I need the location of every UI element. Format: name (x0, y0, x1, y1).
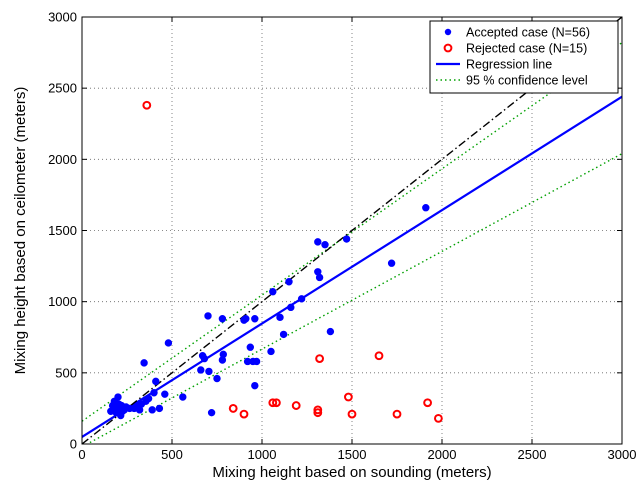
x-tick-label: 1000 (248, 447, 277, 462)
point-accepted (287, 303, 295, 312)
point-rejected (268, 398, 278, 408)
point-accepted (179, 393, 187, 401)
point-rejected (291, 401, 301, 410)
point-accepted (251, 381, 259, 390)
point-accepted (114, 393, 122, 401)
point-accepted (315, 273, 324, 282)
point-accepted (387, 259, 396, 267)
y-tick-label: 1000 (48, 294, 77, 309)
point-accepted (207, 408, 216, 417)
legend-label: Rejected case (N=15) (466, 42, 587, 56)
point-rejected (315, 354, 325, 364)
point-accepted (152, 377, 160, 386)
point-accepted (200, 354, 209, 363)
x-tick-label: 2000 (428, 447, 457, 462)
point-accepted (144, 394, 153, 403)
point-rejected (423, 398, 433, 408)
x-tick-label: 500 (161, 447, 183, 462)
legend-box (429, 20, 619, 94)
point-rejected (347, 409, 357, 419)
axes (81, 16, 623, 445)
point-accepted (150, 389, 158, 397)
point-accepted (197, 366, 205, 374)
line-regression-line (82, 95, 622, 438)
point-accepted (161, 390, 169, 398)
y-tick-label: 2000 (48, 152, 77, 167)
point-rejected (272, 398, 281, 408)
x-axis-label: Mixing height based on sounding (meters) (212, 464, 491, 481)
point-rejected (434, 413, 443, 423)
y-axis-label: Mixing height based on ceilometer (meter… (12, 87, 29, 375)
legend-label: Regression line (466, 58, 552, 72)
point-accepted (276, 313, 284, 322)
x-tick-label: 3000 (608, 447, 637, 462)
y-tick-label: 2500 (48, 81, 77, 96)
point-accepted (321, 241, 329, 249)
point-accepted (155, 404, 164, 413)
line-95-confidence-level (82, 42, 622, 422)
y-tick-label: 0 (70, 437, 77, 452)
point-accepted (205, 367, 213, 376)
line-reference-2 (85, 153, 622, 444)
point-accepted (164, 339, 173, 347)
point-accepted (326, 327, 335, 336)
y-tick-label: 3000 (48, 10, 77, 25)
point-accepted (251, 315, 259, 323)
point-accepted (242, 315, 250, 323)
x-tick-label: 0 (78, 447, 85, 462)
point-rejected (344, 392, 353, 402)
point-rejected (374, 351, 384, 361)
point-accepted (267, 347, 275, 356)
legend-marker-rejected (443, 43, 453, 53)
point-rejected (228, 404, 238, 413)
tick-labels: 0 500 1000 1500 2000 2500 3000 0 500 1000 1500 2000… (48, 10, 636, 463)
y-tick-label: 1500 (48, 223, 77, 238)
legend-label: Accepted case (N=56) (466, 26, 590, 40)
legend-marker-accepted (444, 28, 452, 36)
point-rejected (142, 100, 152, 110)
x-tick-label: 2500 (518, 447, 547, 462)
point-accepted (342, 235, 351, 243)
point-accepted (269, 288, 277, 296)
point-accepted (297, 295, 306, 303)
legend-label: 95 % confidence level (466, 74, 588, 88)
point-accepted (148, 406, 156, 414)
point-rejected (313, 405, 323, 415)
point-accepted (204, 312, 212, 320)
point-accepted (279, 330, 288, 339)
point-accepted (285, 278, 293, 286)
point-accepted (252, 357, 261, 366)
y-tick-label: 500 (55, 365, 77, 380)
point-accepted (213, 374, 221, 383)
point-accepted (314, 238, 322, 246)
point-accepted (218, 315, 227, 323)
data-points (107, 100, 443, 423)
point-accepted (140, 359, 148, 367)
point-rejected (313, 408, 323, 418)
point-accepted (219, 350, 228, 359)
point-accepted (246, 343, 255, 351)
legend: Accepted case (N=56) Rejected case (N=15)… (429, 20, 619, 94)
point-accepted (422, 204, 430, 212)
point-rejected (392, 409, 402, 419)
x-tick-label: 1500 (338, 447, 367, 462)
point-rejected (239, 409, 249, 419)
